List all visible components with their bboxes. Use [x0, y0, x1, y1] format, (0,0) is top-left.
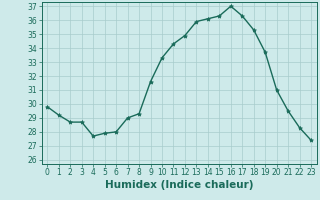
X-axis label: Humidex (Indice chaleur): Humidex (Indice chaleur): [105, 180, 253, 190]
